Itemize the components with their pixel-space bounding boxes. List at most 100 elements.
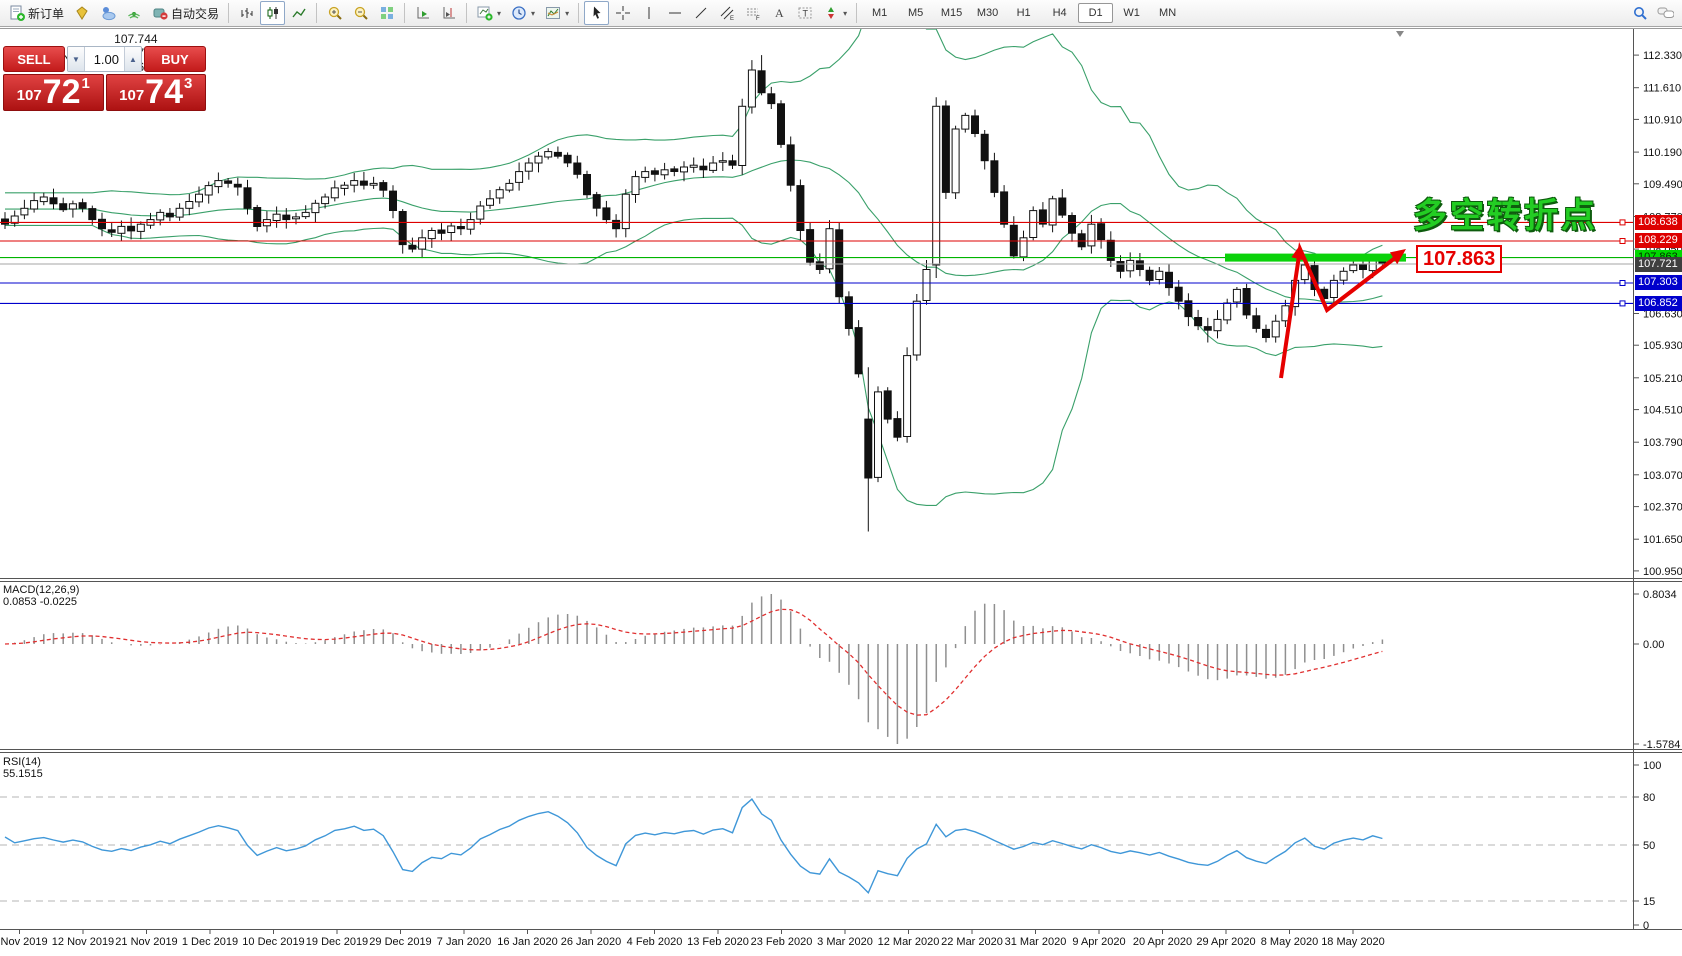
buy-price-display[interactable]: 107 74 3 <box>105 74 206 111</box>
svg-text:20 Apr 2020: 20 Apr 2020 <box>1133 936 1192 948</box>
new-chart-icon <box>476 5 493 21</box>
svg-text:29 Apr 2020: 29 Apr 2020 <box>1196 936 1255 948</box>
svg-text:T: T <box>802 9 808 19</box>
zoom-out-button[interactable] <box>348 1 373 25</box>
auto-scroll-button[interactable] <box>410 1 435 25</box>
vps-button[interactable] <box>95 1 120 25</box>
fibonacci-tool-button[interactable]: F <box>740 1 765 25</box>
dropdown-caret-icon: ▾ <box>531 8 536 18</box>
mql5-button[interactable] <box>69 1 94 25</box>
search-button[interactable] <box>1627 1 1652 25</box>
rsi-line <box>4 798 1383 895</box>
svg-text:-1.5784: -1.5784 <box>1643 739 1680 751</box>
volume-increase-button[interactable]: ▲ <box>124 47 141 71</box>
timeframe-h4-button[interactable]: H4 <box>1052 7 1067 19</box>
svg-text:A: A <box>775 6 784 20</box>
new-order-icon <box>8 5 25 21</box>
toolbar-separator <box>404 3 406 23</box>
svg-text:21 Nov 2019: 21 Nov 2019 <box>115 936 177 948</box>
fibonacci-icon: F <box>744 5 761 21</box>
svg-text:29 Dec 2019: 29 Dec 2019 <box>369 936 431 948</box>
svg-text:22 Mar 2020: 22 Mar 2020 <box>941 936 1003 948</box>
price-callout-box[interactable]: 107.863 <box>1416 245 1503 273</box>
crosshair-tool-button[interactable] <box>610 1 635 25</box>
macd-histogram <box>13 594 1384 744</box>
zoom-in-icon <box>326 5 343 21</box>
horizontal-line-tool-button[interactable] <box>662 1 687 25</box>
timeframe-mn-button[interactable]: MN <box>1159 7 1177 19</box>
svg-text:80: 80 <box>1643 792 1655 804</box>
toolbar-separator <box>578 3 580 23</box>
buy-button[interactable]: BUY <box>144 46 206 72</box>
price-axis[interactable]: 112.330111.610110.910110.190109.490108.7… <box>1633 50 1682 932</box>
volume-decrease-button[interactable]: ▼ <box>68 47 85 71</box>
svg-text:8 May 2020: 8 May 2020 <box>1261 936 1318 948</box>
svg-text:104.510: 104.510 <box>1643 405 1682 417</box>
search-icon <box>1631 5 1648 21</box>
tile-windows-button[interactable] <box>374 1 399 25</box>
buy-price-sup: 3 <box>184 75 193 92</box>
svg-text:E: E <box>730 16 734 21</box>
tile-windows-icon <box>378 5 395 21</box>
zoom-out-icon <box>352 5 369 21</box>
zigzag-arrow[interactable] <box>1279 241 1406 379</box>
svg-text:31 Mar 2020: 31 Mar 2020 <box>1005 936 1067 948</box>
label-tool-button[interactable]: T <box>792 1 817 25</box>
timeframe-m5-button[interactable]: M5 <box>907 7 924 19</box>
new-order-button[interactable]: 新订单 <box>4 1 68 25</box>
svg-text:102.370: 102.370 <box>1643 502 1682 514</box>
chart-shift-marker[interactable] <box>1396 31 1404 37</box>
svg-text:10 Dec 2019: 10 Dec 2019 <box>242 936 304 948</box>
chat-bubbles-icon <box>1657 5 1674 21</box>
svg-text:F: F <box>756 16 760 21</box>
channel-icon: E <box>718 5 735 21</box>
svg-text:26 Jan 2020: 26 Jan 2020 <box>561 936 622 948</box>
trendline-tool-button[interactable] <box>688 1 713 25</box>
volume-input[interactable]: 1.00 <box>93 51 119 67</box>
sell-price-display[interactable]: 107 72 1 <box>3 74 104 111</box>
turning-point-annotation[interactable]: 多空转折点 <box>1413 197 1598 235</box>
signals-button[interactable] <box>121 1 146 25</box>
candle-chart-mode-button[interactable] <box>260 1 286 25</box>
rsi-indicator-label: RSI(14) 55.1515 <box>3 756 43 780</box>
volume-stepper: ▼ 1.00 ▲ <box>67 46 142 72</box>
dropdown-caret-icon: ▾ <box>565 8 570 18</box>
svg-text:50: 50 <box>1643 840 1655 852</box>
trendline-icon <box>692 5 709 21</box>
chart-shift-button[interactable] <box>436 1 461 25</box>
timeframe-m15-button[interactable]: M15 <box>940 7 963 19</box>
timeframe-d1-button[interactable]: D1 <box>1078 3 1114 23</box>
bar-chart-mode-button[interactable] <box>234 1 259 25</box>
timeframe-w1-button[interactable]: W1 <box>1123 7 1140 19</box>
sell-price-sup: 1 <box>81 75 90 92</box>
price-line-label: 106.852 <box>1635 295 1682 311</box>
svg-text:110.910: 110.910 <box>1643 114 1682 126</box>
price-line-label: 107.303 <box>1635 275 1682 291</box>
sell-button[interactable]: SELL <box>3 46 65 72</box>
chat-button[interactable] <box>1653 1 1678 25</box>
profiles-button[interactable]: ▾ <box>506 1 539 25</box>
vertical-line-tool-button[interactable] <box>636 1 661 25</box>
support-highlight-bar[interactable] <box>1225 253 1406 262</box>
crosshair-icon <box>614 5 631 21</box>
new-chart-button[interactable]: ▾ <box>472 1 505 25</box>
price-line-label: 108.638 <box>1635 214 1682 230</box>
channel-tool-button[interactable]: E <box>714 1 739 25</box>
line-chart-mode-button[interactable] <box>286 1 311 25</box>
text-tool-button[interactable]: A <box>766 1 791 25</box>
auto-trading-button[interactable]: 自动交易 <box>147 1 223 25</box>
cursor-tool-button[interactable] <box>584 1 610 25</box>
templates-button[interactable]: ▾ <box>540 1 573 25</box>
svg-text:7 Jan 2020: 7 Jan 2020 <box>437 936 491 948</box>
timeframe-m1-button[interactable]: M1 <box>871 7 888 19</box>
timeframe-m30-button[interactable]: M30 <box>976 7 999 19</box>
auto-trading-label: 自动交易 <box>171 6 220 21</box>
zoom-in-button[interactable] <box>322 1 347 25</box>
arrows-tool-button[interactable]: ▾ <box>818 1 851 25</box>
timeframe-h1-button[interactable]: H1 <box>1016 7 1031 19</box>
svg-text:103.790: 103.790 <box>1643 437 1682 449</box>
clock-icon <box>510 5 527 21</box>
svg-text:1 Dec 2019: 1 Dec 2019 <box>182 936 238 948</box>
